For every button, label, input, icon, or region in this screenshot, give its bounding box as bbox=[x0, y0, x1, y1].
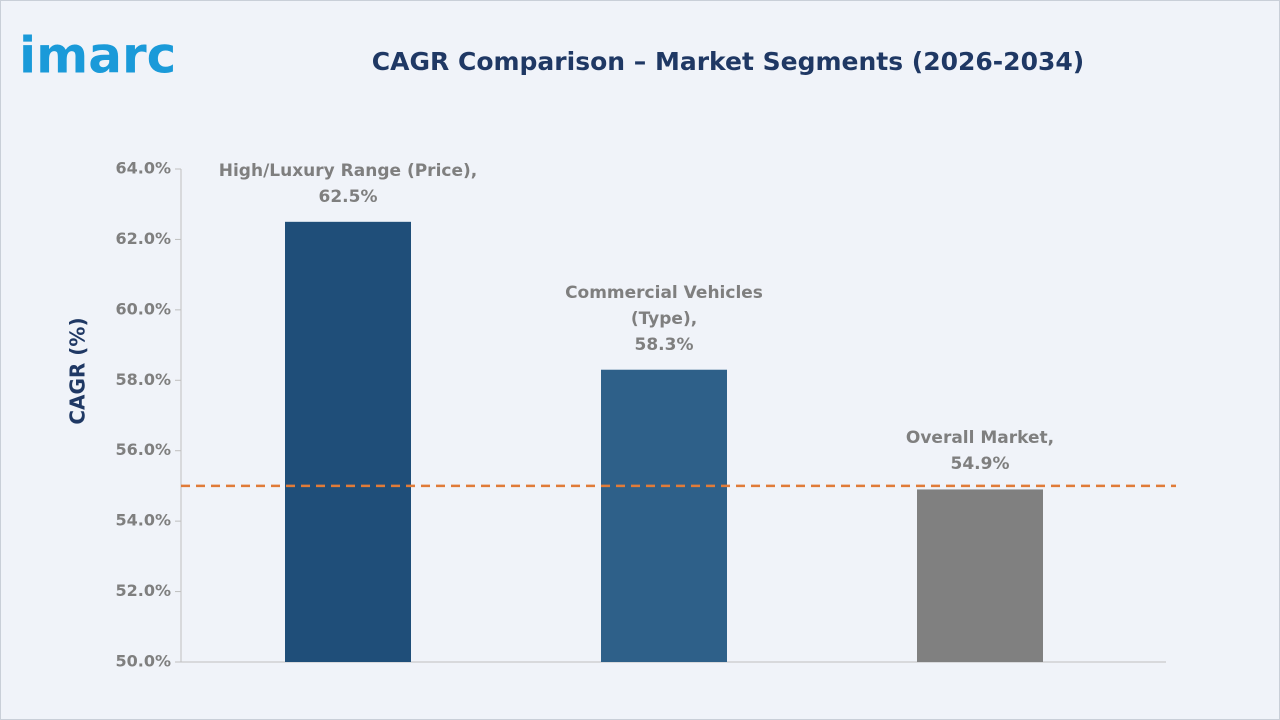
data-label: 62.5% bbox=[318, 186, 378, 207]
category-label: Commercial Vehicles (Type), bbox=[565, 282, 763, 329]
category-label: High/Luxury Range (Price), bbox=[218, 160, 478, 181]
data-label: 58.3% bbox=[634, 334, 694, 355]
bar bbox=[601, 369, 727, 662]
logo: imarc bbox=[19, 27, 176, 85]
y-tick-label: 56.0% bbox=[115, 440, 171, 459]
y-tick-label: 58.0% bbox=[115, 370, 171, 389]
data-label: 54.9% bbox=[950, 454, 1010, 475]
category-label: Overall Market, bbox=[905, 428, 1055, 449]
bar bbox=[285, 221, 411, 663]
y-tick-label: 64.0% bbox=[115, 159, 171, 178]
chart-title: CAGR Comparison – Market Segments (2026-… bbox=[372, 47, 1084, 76]
y-tick-label: 54.0% bbox=[115, 511, 171, 530]
y-tick-label: 62.0% bbox=[115, 229, 171, 248]
y-tick-label: 50.0% bbox=[115, 652, 171, 671]
y-axis-label: CAGR (%) bbox=[66, 317, 90, 424]
y-tick-label: 52.0% bbox=[115, 581, 171, 600]
bar bbox=[917, 489, 1043, 662]
y-tick-label: 60.0% bbox=[115, 299, 171, 318]
